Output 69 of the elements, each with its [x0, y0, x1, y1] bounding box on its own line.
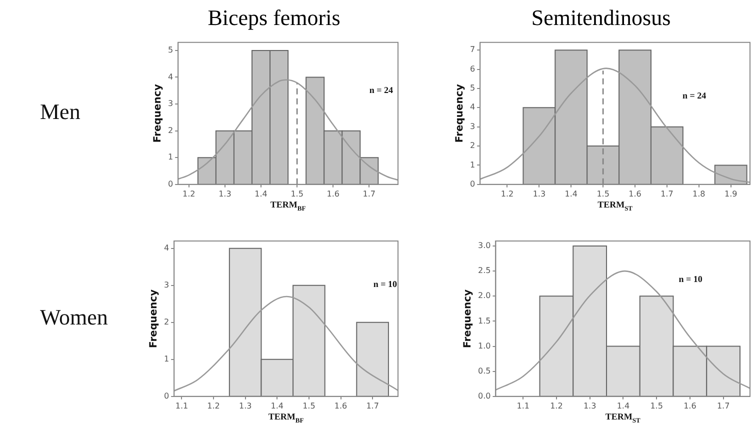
text: Women: [40, 304, 108, 330]
line-series: [174, 296, 398, 392]
x-tick-label: 1.5: [290, 189, 304, 198]
x-tick-label: 1.3: [218, 189, 232, 198]
annotation: n = 10: [373, 278, 398, 289]
x-tick-label: 1.3: [532, 189, 546, 198]
x-tick-label: 1.1: [175, 401, 188, 410]
x-tick-label: 1.4: [616, 401, 630, 410]
y-tick-label: 0: [470, 179, 476, 188]
x-tick-label: 1.4: [254, 189, 268, 198]
x-tick-label: 1.5: [302, 401, 316, 410]
x-tick-label: 1.7: [716, 401, 730, 410]
x-tick-label: 1.7: [362, 189, 376, 198]
y-tick-label: 3: [164, 280, 170, 290]
y-tick-label: 0: [164, 391, 170, 400]
x-tick-label: 1.2: [500, 189, 514, 198]
x-tick-label: 1.6: [334, 401, 348, 410]
y-tick-label: 2: [470, 141, 476, 150]
y-tick-label: 1: [164, 354, 170, 364]
x-tick-label: 1.3: [583, 401, 596, 410]
y-axis-title: Frequency: [462, 288, 474, 348]
annotation: n = 24: [369, 85, 394, 96]
x-tick-label: 1.7: [366, 401, 379, 410]
y-tick-label: 1.0: [478, 341, 491, 350]
y-tick-label: 1.5: [478, 316, 491, 326]
y-tick-label: 7: [470, 45, 476, 54]
annotation: n = 24: [682, 90, 707, 101]
x-tick-label: 1.1: [516, 401, 530, 410]
y-tick-label: 2: [168, 126, 174, 135]
text: Men: [40, 99, 80, 124]
y-axis-title: Frequency: [454, 84, 466, 143]
x-tick-label: 1.6: [628, 189, 642, 198]
line-series: [178, 79, 398, 181]
y-tick-label: 4: [164, 243, 170, 252]
annotation: n = 10: [678, 274, 703, 284]
x-tick-label: 1.2: [207, 401, 220, 410]
x-tick-label: 1.4: [564, 189, 578, 198]
chart-title: Biceps femoris: [208, 4, 340, 30]
y-tick-label: 0: [168, 179, 174, 188]
line-series: [496, 270, 750, 391]
x-tick-label: 1.4: [270, 401, 284, 410]
x-tick-label: 1.2: [182, 189, 196, 198]
y-tick-label: 3: [470, 122, 476, 131]
y-tick-label: 1: [168, 152, 174, 162]
y-tick-label: 4: [470, 102, 476, 112]
y-tick-label: 2: [164, 317, 170, 326]
x-tick-label: 1.9: [724, 189, 738, 198]
x-tick-label: 1.2: [550, 401, 563, 410]
y-tick-label: 4: [168, 72, 174, 82]
y-tick-label: 0.0: [478, 391, 491, 400]
y-tick-label: 1: [470, 160, 476, 170]
y-axis-title: Frequency: [148, 288, 160, 348]
y-tick-label: 5: [168, 46, 174, 55]
y-axis-title: Frequency: [152, 84, 164, 143]
chart-title: Semitendinosus: [531, 4, 671, 30]
y-tick-label: 0.5: [478, 366, 491, 376]
y-tick-label: 2.5: [478, 266, 491, 276]
x-tick-label: 1.6: [326, 189, 340, 198]
y-tick-label: 3.0: [478, 241, 491, 250]
x-tick-label: 1.5: [596, 189, 610, 198]
x-tick-label: 1.7: [660, 189, 674, 198]
x-tick-label: 1.8: [692, 189, 706, 198]
x-tick-label: 1.5: [650, 401, 663, 410]
y-tick-label: 6: [470, 64, 476, 74]
x-tick-label: 1.3: [238, 401, 252, 410]
y-tick-label: 2.0: [478, 291, 491, 300]
y-tick-label: 5: [470, 84, 476, 93]
y-tick-label: 3: [168, 99, 174, 108]
x-tick-label: 1.6: [684, 401, 696, 410]
